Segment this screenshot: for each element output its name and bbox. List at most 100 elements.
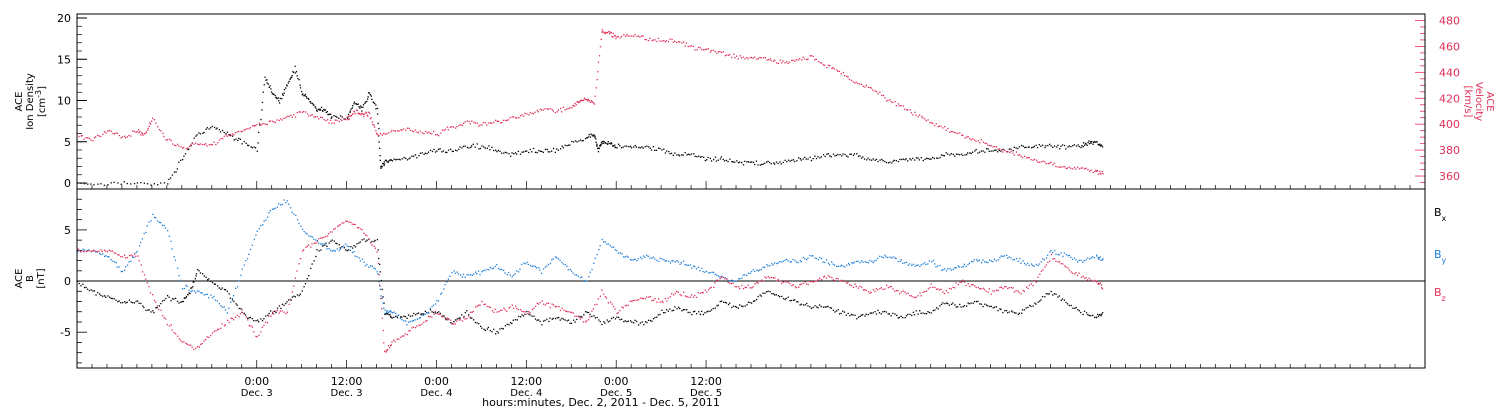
bz-series-point xyxy=(441,316,443,318)
density-series-point xyxy=(263,84,265,86)
density-series-point xyxy=(361,110,363,112)
bx-series-point xyxy=(229,297,231,299)
density-series-point xyxy=(967,152,969,154)
density-series-point xyxy=(355,103,357,105)
right-tick-label: 400 xyxy=(1439,118,1460,131)
by-series-point xyxy=(523,262,525,264)
bx-series-point xyxy=(395,315,397,318)
velocity-series-point xyxy=(110,130,112,132)
bz-series-point xyxy=(363,232,365,234)
bx-series-point xyxy=(147,309,149,311)
bz-series-point xyxy=(303,249,305,251)
density-series-point xyxy=(378,141,380,143)
bx-series-point xyxy=(698,311,700,313)
density-series-point xyxy=(493,149,495,152)
bz-series-point xyxy=(983,288,986,291)
velocity-series-point xyxy=(742,56,744,58)
density-series-point xyxy=(714,156,717,158)
density-series-point xyxy=(969,152,971,154)
velocity-series-point xyxy=(756,58,758,60)
density-series-point xyxy=(1038,144,1040,146)
by-series-point xyxy=(519,268,521,270)
left-tick-label: 5 xyxy=(64,136,71,149)
velocity-series-point xyxy=(252,125,254,127)
left-tick-label: 15 xyxy=(57,53,71,66)
bz-series-point xyxy=(880,287,882,289)
velocity-series-point xyxy=(158,129,160,131)
velocity-series-point xyxy=(674,40,676,42)
density-series-point xyxy=(458,148,460,150)
bx-series-point xyxy=(656,316,658,318)
velocity-series-point xyxy=(994,145,996,148)
bx-series-point xyxy=(156,307,158,309)
density-series-point xyxy=(817,156,819,158)
bz-series-point xyxy=(730,282,733,285)
bx-series-point xyxy=(190,287,192,289)
bx-series-point xyxy=(195,275,197,277)
density-series-point xyxy=(274,94,276,96)
bz-series-point xyxy=(208,336,210,338)
bz-series-point xyxy=(934,286,936,289)
bx-series-point xyxy=(165,297,167,300)
density-series-point xyxy=(887,162,890,164)
density-series-point xyxy=(218,129,220,131)
by-series-point xyxy=(274,207,276,209)
bx-series-point xyxy=(1101,313,1103,315)
density-series-point xyxy=(699,156,702,158)
density-series-point xyxy=(592,135,594,137)
velocity-series-point xyxy=(1102,173,1104,175)
density-series-point xyxy=(508,153,510,155)
by-series-point xyxy=(889,256,891,258)
bz-series-point xyxy=(95,250,97,252)
by-series-point xyxy=(857,260,859,262)
by-series-point xyxy=(186,285,188,288)
bz-series-point xyxy=(328,233,330,235)
bx-series-point xyxy=(378,257,380,260)
x-tick-date: Dec. 4 xyxy=(420,388,452,399)
density-series-point xyxy=(388,160,390,162)
by-series-point xyxy=(895,257,897,260)
bx-series-point xyxy=(160,302,162,305)
bx-series-point xyxy=(701,310,703,312)
density-series-point xyxy=(353,101,355,103)
bx-series-point xyxy=(303,286,305,288)
by-series-point xyxy=(285,202,287,204)
by-series-point xyxy=(405,320,407,322)
density-series-point xyxy=(737,162,740,164)
bz-series-point xyxy=(93,249,95,251)
bz-series-point xyxy=(374,247,376,249)
velocity-series-point xyxy=(1035,159,1038,161)
bz-series-point xyxy=(569,311,571,313)
velocity-series-point xyxy=(696,49,698,51)
by-series-point xyxy=(559,259,561,261)
bx-series-point xyxy=(278,305,281,307)
density-series-point xyxy=(564,144,566,146)
bx-series-point xyxy=(1040,299,1042,301)
density-series-point xyxy=(1025,146,1027,148)
density-series-point xyxy=(709,157,711,160)
velocity-series-point xyxy=(626,34,628,36)
velocity-series-point xyxy=(852,81,854,83)
bz-series-point xyxy=(571,311,573,314)
density-series-point xyxy=(183,155,185,157)
bx-series-point xyxy=(366,239,368,241)
density-series-point xyxy=(260,118,262,121)
density-series-point xyxy=(860,157,863,159)
velocity-series-point xyxy=(561,111,563,113)
velocity-series-point xyxy=(953,131,955,134)
velocity-series-point xyxy=(812,55,814,57)
by-series-point xyxy=(376,271,378,273)
density-series-point xyxy=(411,155,413,157)
density-series-point xyxy=(506,152,508,154)
bx-series-point xyxy=(445,317,447,319)
bz-series-point xyxy=(726,278,728,280)
by-series-point xyxy=(686,264,688,266)
density-series-point xyxy=(289,78,291,80)
bx-series-point xyxy=(940,303,943,305)
bx-series-point xyxy=(902,317,904,319)
bx-series-point xyxy=(544,319,546,322)
bx-series-point xyxy=(429,309,432,311)
bx-series-point xyxy=(623,321,625,323)
velocity-series-point xyxy=(531,112,533,114)
bx-series-point xyxy=(845,314,847,316)
